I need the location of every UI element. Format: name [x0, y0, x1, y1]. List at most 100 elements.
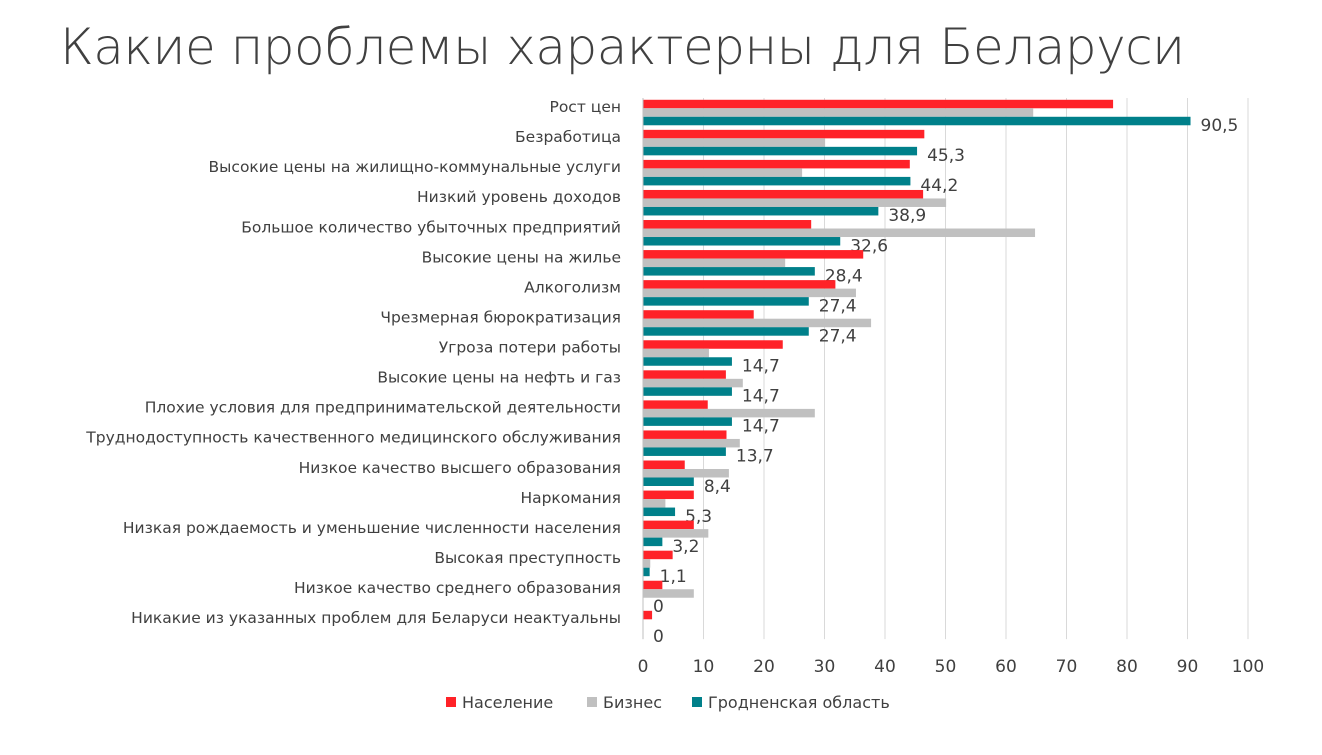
- bar-grodno: [643, 447, 726, 456]
- bar-biznes: [643, 318, 872, 328]
- x-tick-label: 60: [995, 657, 1017, 677]
- data-label: 8,4: [704, 477, 731, 497]
- bar-naselenie: [643, 580, 663, 590]
- bar-naselenie: [643, 159, 910, 169]
- bar-naselenie: [643, 129, 925, 139]
- bar-biznes: [643, 288, 856, 298]
- data-label: 1,1: [660, 567, 687, 587]
- bar-grodno: [643, 567, 650, 577]
- x-tick-label: 100: [1232, 657, 1264, 677]
- bar-grodno: [643, 357, 732, 366]
- x-tick-label: 10: [693, 657, 715, 677]
- bar-naselenie: [643, 550, 673, 560]
- bar-biznes: [643, 469, 729, 478]
- bar-grodno: [643, 327, 809, 336]
- category-label: Высокие цены на жилищно-коммунальные усл…: [209, 158, 621, 176]
- bar-naselenie: [643, 310, 754, 319]
- data-label: 44,2: [920, 176, 958, 196]
- chart-title: Какие проблемы характерны для Беларуси: [60, 18, 1185, 76]
- bar-naselenie: [643, 370, 726, 379]
- bar-biznes: [643, 198, 947, 207]
- data-label: 90,5: [1201, 116, 1239, 136]
- category-label: Алкоголизм: [524, 278, 621, 296]
- data-label: 27,4: [819, 296, 857, 316]
- data-label: 14,7: [742, 387, 780, 407]
- bar-naselenie: [643, 340, 783, 349]
- category-label: Угроза потери работы: [439, 339, 621, 357]
- bar-biznes: [643, 529, 709, 538]
- x-tick-label: 30: [814, 657, 836, 677]
- bar-biznes: [643, 258, 786, 268]
- bar-naselenie: [643, 250, 864, 259]
- bar-naselenie: [643, 400, 708, 409]
- data-label: 14,7: [742, 417, 780, 437]
- bar-grodno: [643, 297, 809, 306]
- bar-biznes: [643, 559, 651, 568]
- bar-biznes: [643, 228, 1036, 238]
- data-label: 38,9: [888, 206, 926, 226]
- category-label: Безработица: [515, 128, 621, 146]
- bar-grodno: [643, 206, 879, 216]
- x-tick-label: 0: [638, 657, 649, 677]
- bar-grodno: [643, 237, 841, 246]
- bar-biznes: [643, 499, 666, 508]
- bar-grodno: [643, 267, 815, 276]
- bar-biznes: [643, 408, 815, 418]
- x-tick-label: 90: [1177, 657, 1199, 677]
- bar-naselenie: [643, 460, 685, 469]
- category-label: Никакие из указанных проблем для Беларус…: [131, 609, 621, 627]
- data-label: 0: [653, 627, 664, 647]
- bar-grodno: [643, 176, 911, 186]
- category-label: Высокая преступность: [434, 549, 621, 567]
- category-label: Плохие условия для предпринимательской д…: [145, 399, 621, 417]
- legend-label: Гродненская область: [708, 693, 890, 712]
- bar-grodno: [643, 507, 676, 517]
- category-label: Низкое качество высшего образования: [299, 459, 621, 477]
- category-label: Большое количество убыточных предприятий: [241, 218, 621, 236]
- data-label: 27,4: [819, 326, 857, 346]
- category-label: Высокие цены на нефть и газ: [377, 369, 621, 387]
- x-tick-label: 80: [1116, 657, 1138, 677]
- bar-biznes: [643, 378, 743, 388]
- bar-grodno: [643, 477, 694, 486]
- legend-swatch: [587, 697, 597, 707]
- bar-biznes: [643, 589, 694, 598]
- bar-grodno: [643, 116, 1191, 126]
- bar-naselenie: [643, 280, 836, 289]
- category-label: Низкий уровень доходов: [417, 188, 621, 206]
- bar-grodno: [643, 387, 732, 396]
- x-tick-label: 70: [1056, 657, 1078, 677]
- category-label: Низкая рождаемость и уменьшение численно…: [123, 519, 621, 537]
- bar-grodno: [643, 417, 732, 426]
- x-tick-label: 50: [935, 657, 957, 677]
- legend-label: Население: [462, 693, 553, 712]
- legend-swatch: [692, 697, 702, 707]
- category-label: Рост цен: [549, 98, 621, 116]
- data-label: 45,3: [927, 146, 965, 166]
- bar-grodno: [643, 146, 918, 156]
- category-label: Труднодоступность качественного медицинс…: [85, 429, 621, 447]
- bar-naselenie: [643, 220, 812, 229]
- category-label: Наркомания: [520, 489, 621, 507]
- bar-biznes: [643, 348, 709, 358]
- bar-naselenie: [643, 520, 694, 530]
- bar-naselenie: [643, 189, 924, 199]
- data-label: 14,7: [742, 357, 780, 377]
- category-label: Высокие цены на жилье: [422, 248, 621, 266]
- bar-biznes: [643, 168, 803, 177]
- bar-naselenie: [643, 99, 1114, 109]
- bar-naselenie: [643, 430, 727, 439]
- legend-swatch: [446, 697, 456, 707]
- category-label: Чрезмерная бюрократизация: [380, 308, 621, 326]
- x-tick-label: 40: [874, 657, 896, 677]
- x-tick-label: 20: [753, 657, 775, 677]
- category-label: Низкое качество среднего образования: [294, 579, 621, 597]
- data-label: 0: [653, 597, 664, 617]
- data-label: 3,2: [672, 537, 699, 557]
- legend-label: Бизнес: [603, 693, 662, 712]
- bar-biznes: [643, 438, 740, 448]
- bar-naselenie: [643, 610, 653, 620]
- bar-naselenie: [643, 490, 694, 500]
